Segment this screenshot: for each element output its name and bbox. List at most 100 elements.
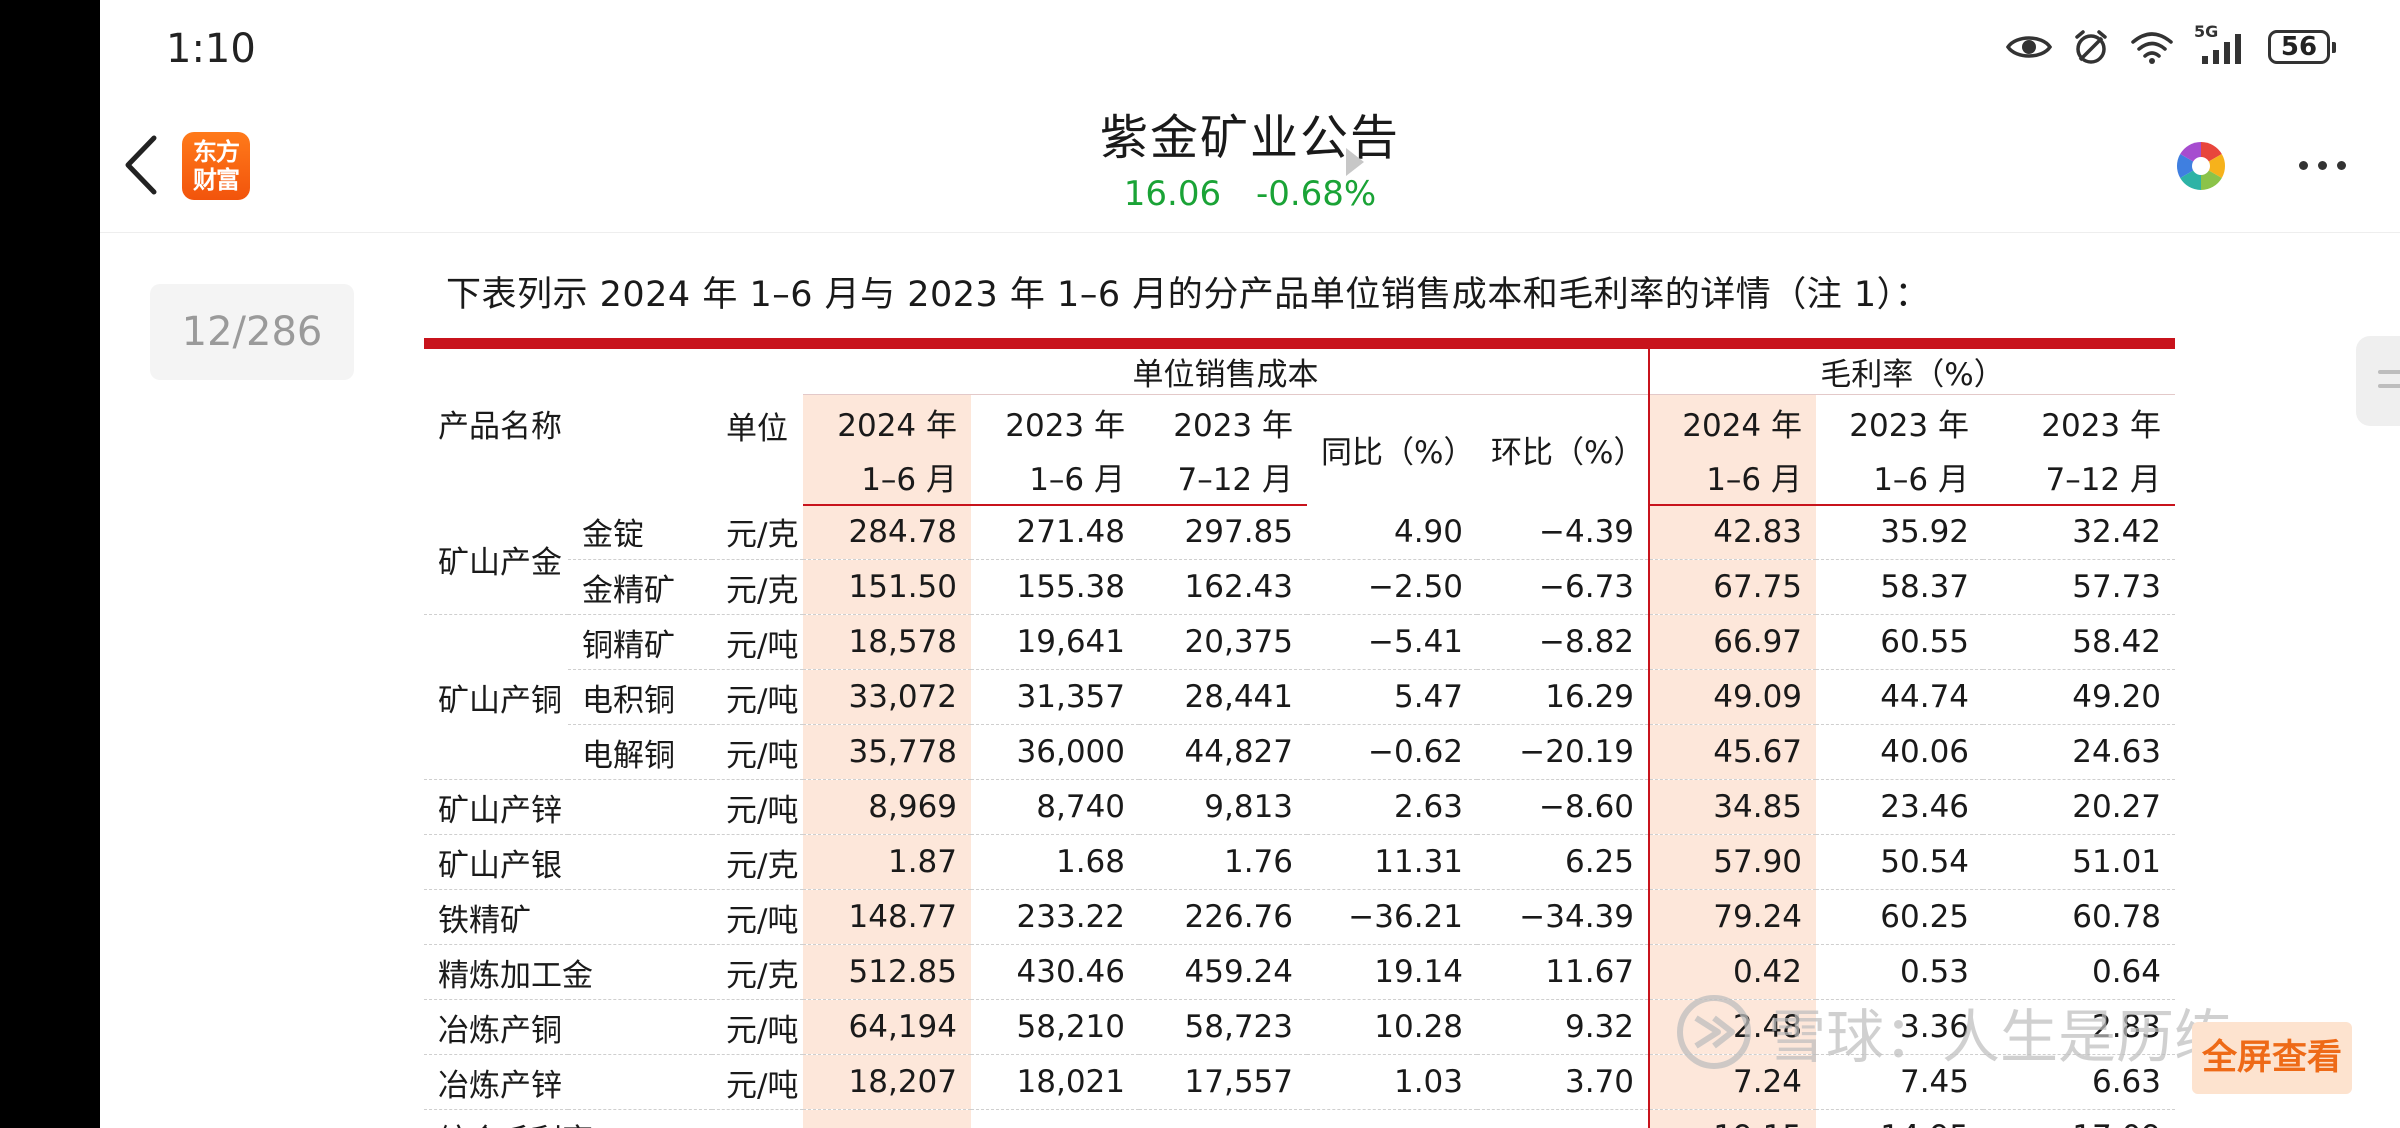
cell-unit: 元/吨 — [712, 614, 804, 670]
cell-qoq: 16.29 — [1477, 669, 1650, 725]
cell-cost-2024-h1: 33,072 — [803, 669, 972, 725]
cell-qoq: −6.73 — [1477, 559, 1650, 615]
alarm-icon — [2075, 30, 2107, 64]
table-row: 金精矿 元/克 151.50 155.38 162.43 −2.50 −6.73 67.75 5… — [424, 559, 2176, 615]
cell-margin-2024-h1: 66.97 — [1648, 614, 1817, 670]
col-cost-2023h1-year: 2023 年 — [1005, 407, 1126, 444]
cell-margin-2023-h2: 20.27 — [1983, 779, 2176, 835]
cell-cost-2023-h1: 36,000 — [971, 724, 1140, 780]
cell-category: 矿山产银 — [424, 834, 712, 890]
header-blank — [424, 349, 803, 395]
page-counter: 12/286 — [150, 284, 354, 380]
cell-yoy — [1307, 1109, 1478, 1128]
cell-subproduct: 铜精矿 — [568, 614, 712, 670]
cell-margin-2023-h2: 57.73 — [1983, 559, 2176, 615]
col-margin-2024-year: 2024 年 — [1648, 394, 1817, 450]
app-screen: 1:10 5G 56 — [100, 0, 2400, 1128]
cell-unit: 元/吨 — [712, 889, 804, 945]
cell-cost-2024-h1: 35,778 — [803, 724, 972, 780]
cell-cost-2023-h2: 297.85 — [1139, 504, 1308, 560]
cell-cost-2023-h1: 58,210 — [971, 999, 1140, 1055]
cell-margin-2023-h2: 58.42 — [1983, 614, 2176, 670]
more-icon[interactable] — [2290, 150, 2354, 180]
play-arrow-icon[interactable] — [1346, 148, 1364, 176]
cell-cost-2024-h1 — [803, 1109, 972, 1128]
cell-cost-2023-h1: 31,357 — [971, 669, 1140, 725]
back-arrow-icon[interactable] — [120, 132, 160, 198]
cell-yoy: −0.62 — [1307, 724, 1478, 780]
side-panel-tab[interactable] — [2356, 336, 2400, 426]
cell-qoq: −20.19 — [1477, 724, 1650, 780]
table-row: 综合毛利率 19.1514.9517.09 — [424, 1109, 2176, 1128]
cell-cost-2024-h1: 148.77 — [803, 889, 972, 945]
cell-unit: 元/克 — [712, 504, 804, 560]
cell-unit: 元/吨 — [712, 1054, 804, 1110]
cell-yoy: 1.03 — [1307, 1054, 1478, 1110]
signal-icon: 5G — [2194, 22, 2248, 66]
cell-cost-2023-h2: 44,827 — [1139, 724, 1308, 780]
col-product-header: 产品名称 — [438, 408, 562, 445]
pinwheel-icon[interactable] — [2173, 138, 2229, 194]
app-logo[interactable]: 东方 财富 — [182, 132, 250, 200]
cell-cost-2024-h1: 284.78 — [803, 504, 972, 560]
title-block: 紫金矿业公告 16.06 -0.68% — [100, 110, 2400, 214]
cell-margin-2023-h2: 49.20 — [1983, 669, 2176, 725]
cell-margin-2023-h2: 17.09 — [1983, 1109, 2176, 1128]
cell-margin-2023-h2: 24.63 — [1983, 724, 2176, 780]
status-icons: 5G 56 — [2006, 22, 2336, 66]
cell-cost-2024-h1: 151.50 — [803, 559, 972, 615]
cell-yoy: 4.90 — [1307, 504, 1478, 560]
cell-cost-2023-h2: 28,441 — [1139, 669, 1308, 725]
col-qoq-header: 环比（%） — [1491, 435, 1645, 472]
cell-margin-2023-h2: 2.83 — [1983, 999, 2176, 1055]
cell-margin-2024-h1: 42.83 — [1648, 504, 1817, 560]
cell-margin-2023-h2: 60.78 — [1983, 889, 2176, 945]
cell-margin-2023-h1: 3.36 — [1816, 999, 1984, 1055]
cell-cost-2023-h2: 58,723 — [1139, 999, 1308, 1055]
cell-qoq: −8.82 — [1477, 614, 1650, 670]
cell-cost-2023-h2: 459.24 — [1139, 944, 1308, 1000]
intro-text: 下表列示 2024 年 1–6 月与 2023 年 1–6 月的分产品单位销售成… — [446, 275, 1931, 315]
cell-margin-2023-h1: 7.45 — [1816, 1054, 1984, 1110]
table-row: 精炼加工金 元/克 512.85 430.46 459.24 19.14 11.67 0.42… — [424, 944, 2176, 1000]
nav-divider — [100, 232, 2400, 233]
cell-category: 冶炼产铜 — [424, 999, 712, 1055]
col-cost-2024-year: 2024 年 — [803, 394, 972, 450]
cell-margin-2024-h1: 2.48 — [1648, 999, 1817, 1055]
cell-margin-2023-h1: 40.06 — [1816, 724, 1984, 780]
eye-icon — [2006, 36, 2052, 58]
cell-cost-2023-h1: 155.38 — [971, 559, 1140, 615]
battery-icon: 56 — [2268, 30, 2336, 64]
cell-cost-2023-h1: 19,641 — [971, 614, 1140, 670]
cell-margin-2023-h1: 23.46 — [1816, 779, 1984, 835]
cell-subproduct: 电解铜 — [568, 724, 712, 780]
cell-margin-2023-h1: 14.95 — [1816, 1109, 1984, 1128]
col-margin-2024-months: 1–6 月 — [1648, 449, 1817, 506]
cell-qoq: −8.60 — [1477, 779, 1650, 835]
cell-cost-2023-h2: 20,375 — [1139, 614, 1308, 670]
cell-margin-2024-h1: 7.24 — [1648, 1054, 1817, 1110]
cell-cost-2024-h1: 8,969 — [803, 779, 972, 835]
cell-yoy: 11.31 — [1307, 834, 1478, 890]
cell-category: 精炼加工金 — [424, 944, 712, 1000]
stock-quote: 16.06 -0.68% — [100, 174, 2400, 214]
cell-yoy: 2.63 — [1307, 779, 1478, 835]
network-label: 5G — [2194, 22, 2219, 41]
col-cost-2023h2-year: 2023 年 — [1173, 407, 1294, 444]
cell-margin-2024-h1: 49.09 — [1648, 669, 1817, 725]
cell-cost-2024-h1: 18,207 — [803, 1054, 972, 1110]
cell-cost-2023-h2: 162.43 — [1139, 559, 1308, 615]
stock-price: 16.06 — [1123, 174, 1222, 214]
col-margin-2023h2-months: 7–12 月 — [1983, 449, 2176, 506]
cell-unit: 元/克 — [712, 559, 804, 615]
cell-cost-2024-h1: 18,578 — [803, 614, 972, 670]
cell-qoq: 9.32 — [1477, 999, 1650, 1055]
table-row: 冶炼产铜 元/吨 64,194 58,210 58,723 10.28 9.32 2.48 3.… — [424, 999, 2176, 1055]
fullscreen-button[interactable]: 全屏查看 — [2192, 1022, 2352, 1094]
cell-unit: 元/吨 — [712, 669, 804, 725]
cell-cost-2024-h1: 64,194 — [803, 999, 972, 1055]
cell-cost-2023-h2: 226.76 — [1139, 889, 1308, 945]
cell-cost-2023-h1: 430.46 — [971, 944, 1140, 1000]
cell-margin-2023-h1: 35.92 — [1816, 504, 1984, 560]
col-yoy-header: 同比（%） — [1321, 435, 1475, 472]
